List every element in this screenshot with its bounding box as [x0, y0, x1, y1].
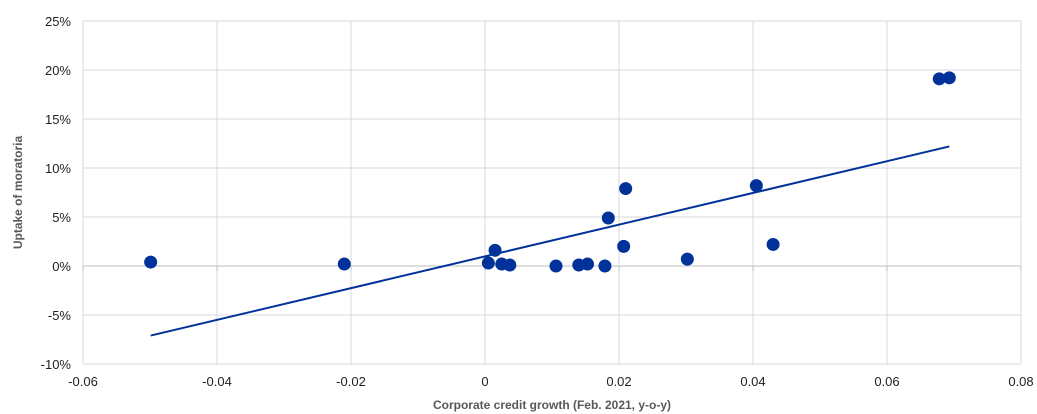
- x-tick-label: -0.06: [68, 374, 98, 389]
- data-point: [144, 255, 158, 269]
- gridlines: [82, 20, 1022, 365]
- y-tick-label: 15%: [45, 112, 71, 127]
- data-point: [680, 252, 694, 266]
- data-point: [766, 237, 780, 251]
- x-axis-title: Corporate credit growth (Feb. 2021, y-o-…: [433, 398, 671, 412]
- data-point: [481, 256, 495, 270]
- x-tick-label: 0.08: [1008, 374, 1033, 389]
- y-tick-label: 5%: [52, 210, 71, 225]
- data-point: [601, 211, 615, 225]
- y-tick-label: 25%: [45, 14, 71, 29]
- data-point: [581, 257, 595, 271]
- x-tick-label: 0.02: [606, 374, 631, 389]
- data-point: [488, 243, 502, 257]
- x-tick-label: -0.04: [202, 374, 232, 389]
- data-point: [932, 72, 946, 86]
- data-point: [337, 257, 351, 271]
- data-point: [619, 182, 633, 196]
- y-tick-label: -5%: [48, 308, 72, 323]
- y-axis-title: Uptake of moratoria: [11, 135, 25, 249]
- y-axis-tick-labels: -10% -5% 0% 5% 10% 15% 20% 25%: [41, 14, 72, 372]
- x-tick-label: 0.04: [740, 374, 765, 389]
- y-tick-label: 20%: [45, 63, 71, 78]
- data-point: [749, 179, 763, 193]
- y-tick-label: 0%: [52, 259, 71, 274]
- data-point: [942, 71, 956, 85]
- linear-trendline: [150, 145, 950, 337]
- x-axis-tick-labels: -0.06 -0.04 -0.02 0 0.02 0.04 0.06 0.08: [68, 374, 1033, 389]
- x-tick-label: 0: [481, 374, 488, 389]
- data-point: [503, 258, 517, 272]
- y-tick-label: 10%: [45, 161, 71, 176]
- x-tick-label: 0.06: [874, 374, 899, 389]
- data-point: [549, 259, 563, 273]
- data-points: [144, 71, 956, 273]
- y-tick-label: -10%: [41, 357, 72, 372]
- data-point: [598, 259, 612, 273]
- data-point: [617, 239, 631, 253]
- x-tick-label: -0.02: [336, 374, 366, 389]
